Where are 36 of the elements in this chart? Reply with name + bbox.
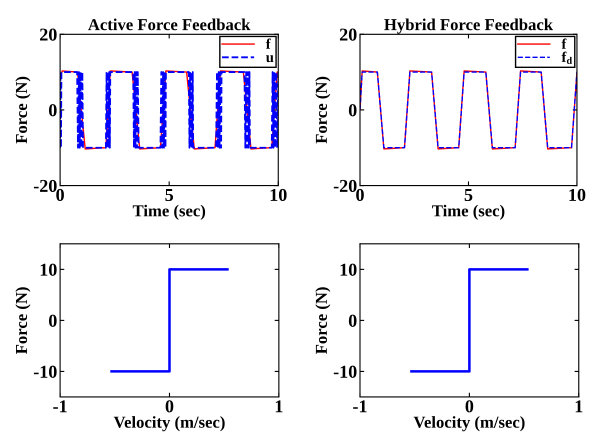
x-tick-label: -1 xyxy=(53,400,67,412)
chart-title: Hybrid Force Feedback xyxy=(384,18,554,34)
y-tick-label: 20 xyxy=(340,28,357,41)
x-tick-label: 0 xyxy=(166,400,174,412)
legend-label: f$_{d}$ xyxy=(562,52,572,64)
x-tick-label: 0 xyxy=(466,400,474,412)
y-tick-label: 0 xyxy=(48,104,57,116)
x-tick-label: 5 xyxy=(165,189,174,202)
y-tick-label: 0 xyxy=(348,314,357,327)
legend-label: f xyxy=(562,38,566,49)
x-tick-label: -1 xyxy=(353,400,367,412)
y-axis-title: Force (N) xyxy=(15,76,30,144)
y-tick-label: -10 xyxy=(334,366,357,378)
y-tick-label: 0 xyxy=(348,104,357,116)
y-axis-title: Force (N) xyxy=(315,287,330,354)
y-axis-title: Force (N) xyxy=(15,287,30,354)
x-tick-label: 1 xyxy=(576,400,582,412)
y-tick-label: -10 xyxy=(34,366,57,378)
y-tick-label: 0 xyxy=(48,314,57,327)
chart-title: Active Force Feedback xyxy=(88,18,250,30)
x-axis-title: Velocity (m/sec) xyxy=(414,416,525,432)
y-tick-label: 10 xyxy=(340,264,357,276)
x-axis-title: Velocity (m/sec) xyxy=(114,416,225,432)
y-tick-label: 10 xyxy=(40,264,57,276)
x-tick-label: 1 xyxy=(276,400,282,412)
x-tick-label: 5 xyxy=(464,189,472,202)
y-tick-label: -20 xyxy=(34,180,57,192)
x-tick-label: 10 xyxy=(270,188,287,202)
y-axis-title: Force (N) xyxy=(315,76,330,144)
legend-label: u xyxy=(266,55,274,62)
x-tick-label: 10 xyxy=(569,188,586,202)
legend-label: f xyxy=(266,38,271,49)
x-axis-title: Time (sec) xyxy=(432,204,504,220)
x-axis-title: Time (sec) xyxy=(132,204,206,220)
y-tick-label: -20 xyxy=(334,180,357,192)
y-tick-label: 20 xyxy=(40,28,57,41)
